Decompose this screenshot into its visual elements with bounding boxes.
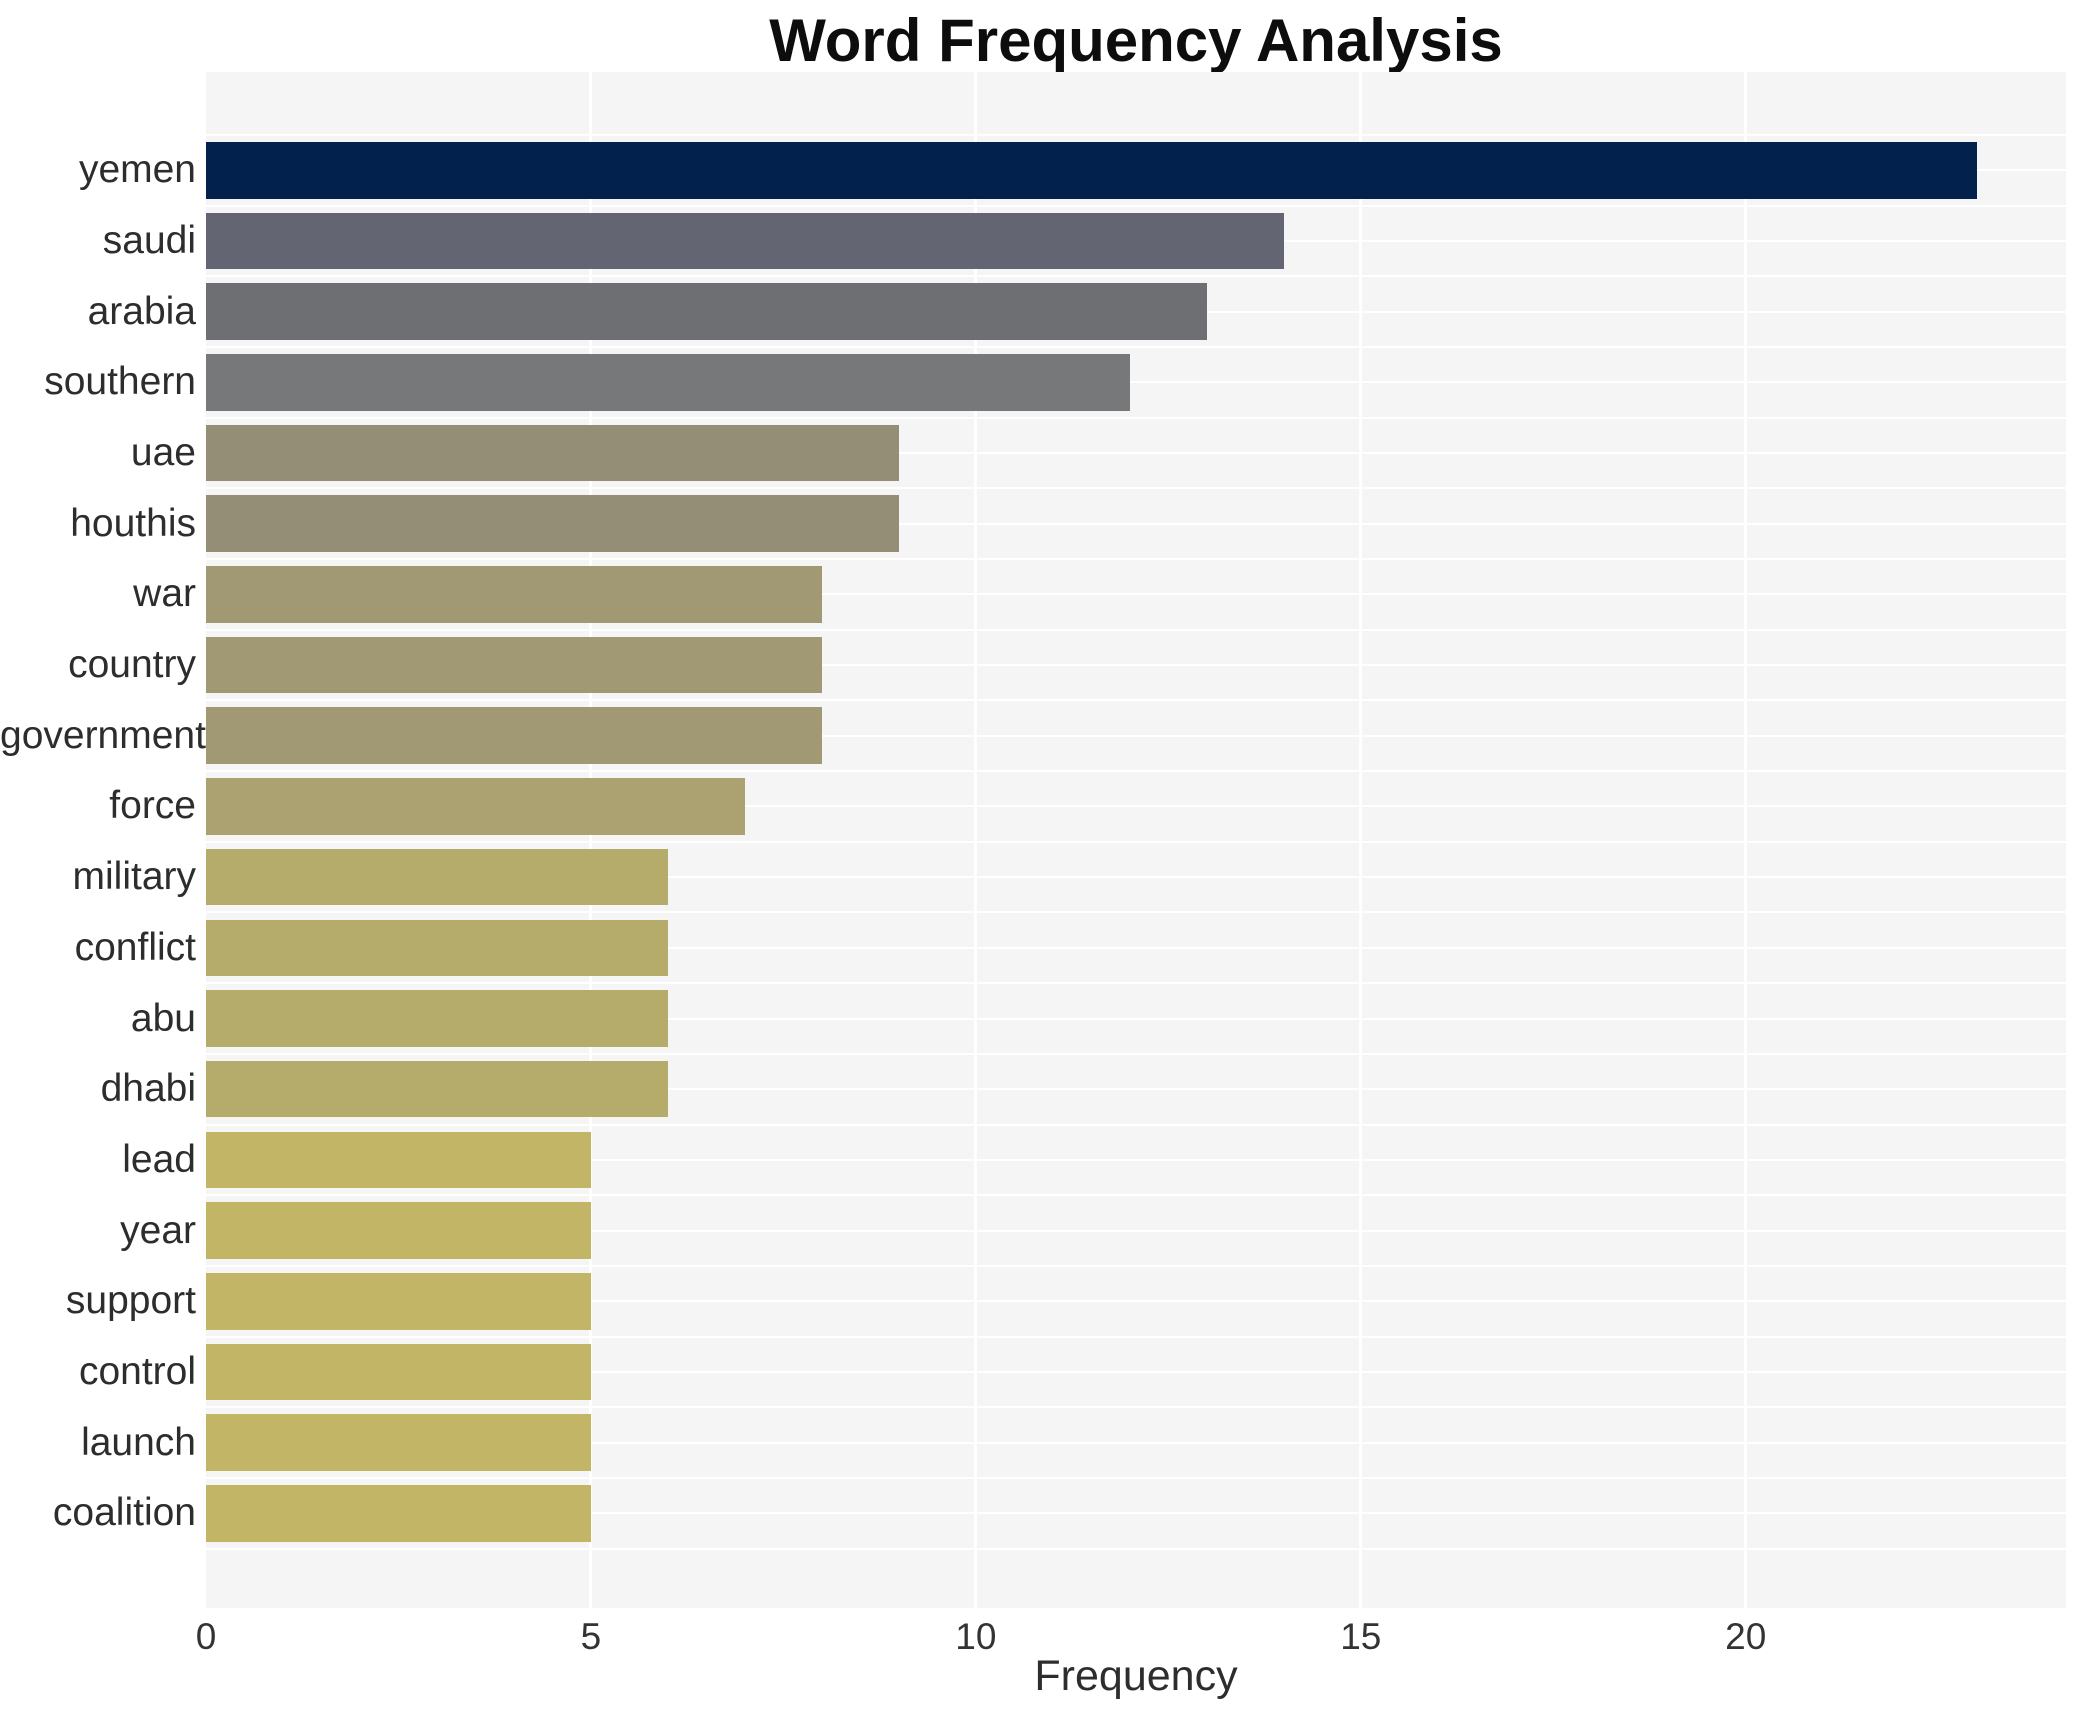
y-tick-label-military: military — [72, 855, 197, 899]
gridline-horizontal — [206, 1547, 2066, 1550]
y-tick-label-war: war — [133, 572, 196, 616]
gridline-horizontal — [206, 593, 2066, 596]
gridline-vertical — [589, 72, 593, 1608]
gridline-horizontal — [206, 876, 2066, 879]
gridline-horizontal — [206, 982, 2066, 985]
gridline-horizontal — [206, 840, 2066, 843]
y-tick-label-support: support — [65, 1279, 196, 1323]
y-tick-label-dhabi: dhabi — [100, 1067, 196, 1111]
y-tick-label-force: force — [109, 784, 196, 828]
y-tick-label-southern: southern — [44, 360, 196, 404]
bar-force — [206, 778, 745, 835]
gridline-horizontal — [206, 558, 2066, 561]
bar-government — [206, 707, 822, 765]
bar-conflict — [206, 919, 668, 977]
gridline-horizontal — [206, 628, 2066, 631]
bar-military — [206, 848, 668, 906]
bar-abu — [206, 990, 668, 1047]
gridline-horizontal — [206, 1229, 2066, 1232]
plot-panel — [206, 72, 2066, 1608]
bar-southern — [206, 354, 1130, 411]
gridline-horizontal — [206, 1123, 2066, 1126]
gridline-horizontal — [206, 1335, 2066, 1338]
bar-arabia — [206, 283, 1207, 340]
y-tick-label-conflict: conflict — [74, 925, 196, 969]
gridline-horizontal — [206, 381, 2066, 384]
gridline-horizontal — [206, 911, 2066, 914]
x-tick-label-10: 10 — [955, 1616, 997, 1657]
gridline-vertical — [974, 72, 978, 1608]
gridline-vertical — [1744, 72, 1748, 1608]
bar-war — [206, 566, 822, 623]
bar-dhabi — [206, 1060, 668, 1118]
gridline-horizontal — [206, 699, 2066, 702]
y-tick-label-yemen: yemen — [78, 148, 196, 192]
y-tick-label-abu: abu — [130, 996, 196, 1040]
y-tick-label-coalition: coalition — [52, 1491, 196, 1535]
gridline-horizontal — [206, 946, 2066, 949]
gridline-horizontal — [206, 1017, 2066, 1020]
y-tick-label-year: year — [120, 1208, 196, 1252]
x-tick-label-5: 5 — [580, 1616, 602, 1657]
y-tick-label-launch: launch — [81, 1420, 196, 1464]
gridline-horizontal — [206, 522, 2066, 525]
gridline-horizontal — [206, 204, 2066, 207]
gridline-horizontal — [206, 770, 2066, 773]
gridline-horizontal — [206, 805, 2066, 808]
gridline-horizontal — [206, 1052, 2066, 1055]
gridline-vertical — [1359, 72, 1363, 1608]
bar-saudi — [206, 212, 1284, 270]
gridline-horizontal — [206, 1370, 2066, 1373]
gridline-horizontal — [206, 1441, 2066, 1444]
y-tick-label-arabia: arabia — [87, 289, 196, 333]
bar-launch — [206, 1414, 591, 1471]
gridline-horizontal — [206, 416, 2066, 419]
gridline-horizontal — [206, 1512, 2066, 1515]
gridline-horizontal — [206, 346, 2066, 349]
bar-lead — [206, 1131, 591, 1189]
x-tick-label-20: 20 — [1725, 1616, 1767, 1657]
bar-control — [206, 1343, 591, 1401]
gridline-horizontal — [206, 664, 2066, 667]
gridline-horizontal — [206, 452, 2066, 455]
y-tick-label-uae: uae — [130, 431, 196, 475]
y-tick-label-government: government — [0, 713, 206, 757]
y-tick-label-lead: lead — [122, 1137, 196, 1181]
chart-title: Word Frequency Analysis — [769, 7, 1503, 74]
bar-support — [206, 1272, 591, 1330]
gridline-horizontal — [206, 275, 2066, 278]
gridline-horizontal — [206, 1158, 2066, 1161]
gridline-horizontal — [206, 1088, 2066, 1091]
gridline-horizontal — [206, 1300, 2066, 1303]
gridline-horizontal — [206, 1264, 2066, 1267]
gridline-horizontal — [206, 1194, 2066, 1197]
y-tick-label-control: control — [78, 1349, 196, 1393]
bar-country — [206, 636, 822, 694]
gridline-horizontal — [206, 487, 2066, 490]
x-axis-title: Frequency — [1034, 1652, 1238, 1700]
bar-coalition — [206, 1484, 591, 1542]
gridline-horizontal — [206, 134, 2066, 136]
bar-uae — [206, 424, 899, 482]
x-tick-label-0: 0 — [195, 1616, 217, 1657]
gridline-horizontal — [206, 1476, 2066, 1479]
y-tick-label-country: country — [68, 643, 196, 687]
x-tick-label-15: 15 — [1340, 1616, 1382, 1657]
gridline-horizontal — [206, 734, 2066, 737]
gridline-horizontal — [206, 1406, 2066, 1409]
bar-houthis — [206, 495, 899, 553]
y-tick-label-houthis: houthis — [70, 501, 196, 545]
y-tick-label-saudi: saudi — [102, 219, 196, 263]
bar-year — [206, 1202, 591, 1259]
bar-yemen — [206, 142, 1977, 199]
